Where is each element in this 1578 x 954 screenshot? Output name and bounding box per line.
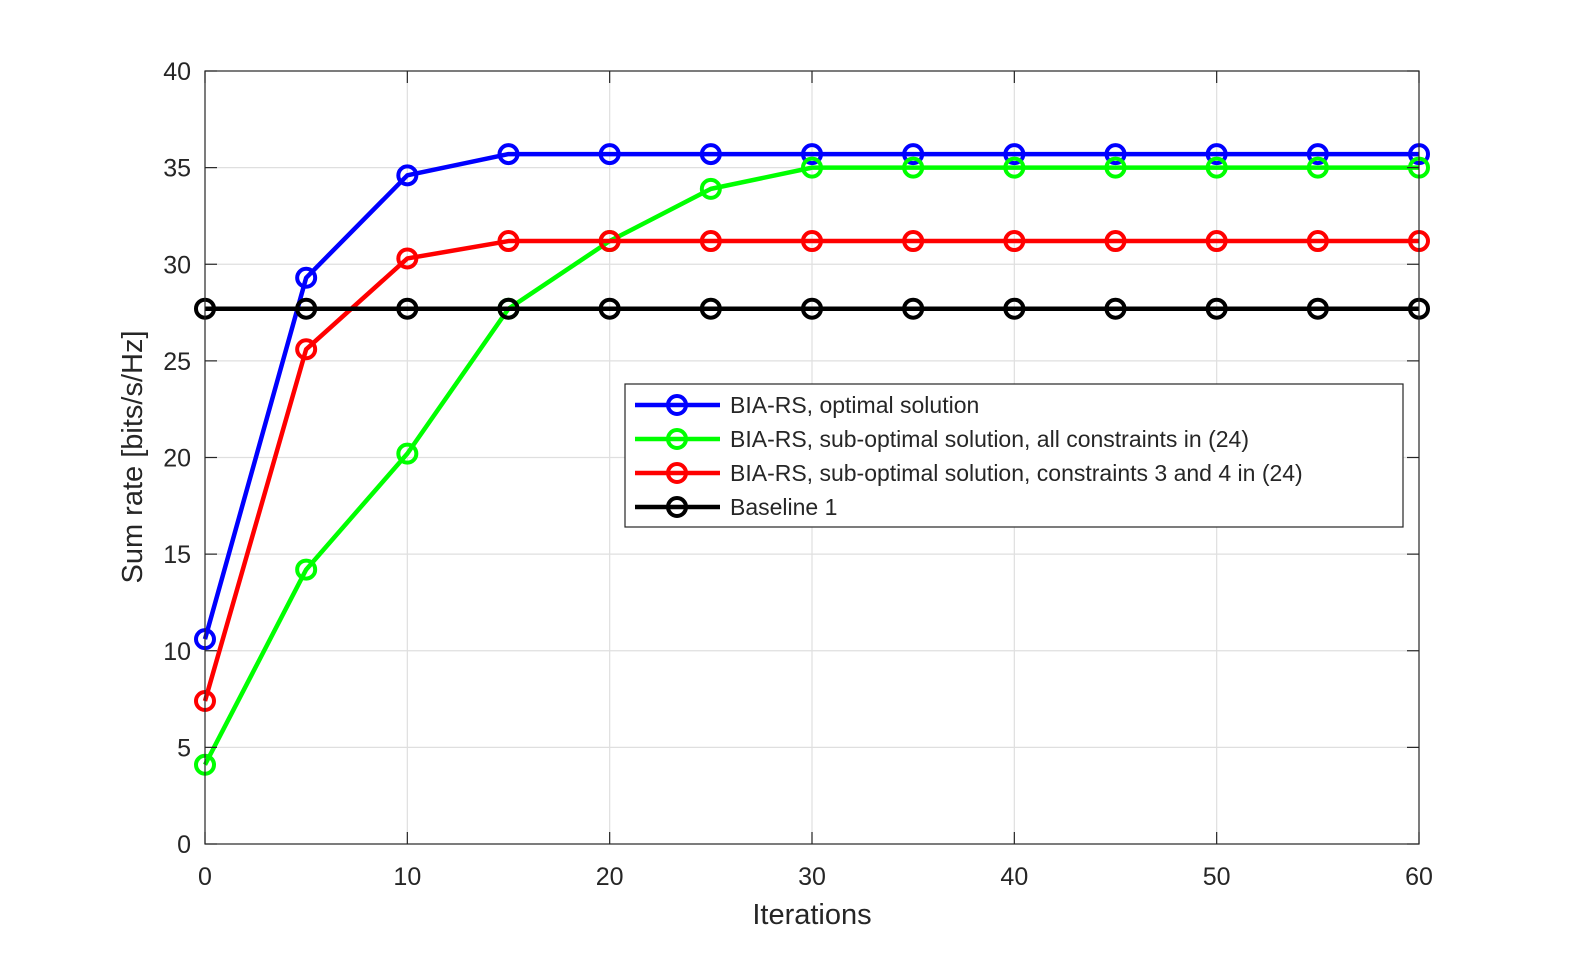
data-point xyxy=(699,297,722,320)
data-point xyxy=(902,143,925,166)
data-point xyxy=(1205,297,1228,320)
data-point xyxy=(295,558,318,581)
data-point xyxy=(801,297,823,320)
y-tick-label: 40 xyxy=(163,58,191,86)
x-tick-label: 60 xyxy=(1405,863,1433,891)
data-point xyxy=(295,338,318,361)
data-point xyxy=(1306,156,1329,179)
data-point xyxy=(396,442,419,465)
data-point xyxy=(396,297,419,320)
data-point xyxy=(396,247,419,270)
data-point xyxy=(902,230,925,253)
data-point xyxy=(1104,156,1127,179)
series-layer xyxy=(194,143,1430,776)
y-tick-label: 35 xyxy=(163,155,191,183)
legend-label: Baseline 1 xyxy=(730,494,837,520)
data-point xyxy=(902,156,925,179)
y-tick-label: 15 xyxy=(163,541,191,569)
legend-box xyxy=(624,383,1404,528)
x-tick-label: 20 xyxy=(596,863,624,891)
series-line xyxy=(202,151,1419,640)
ticks: 0 10 20 30 40 50 60 0 5 10 15 20 25 30 35 40 xyxy=(163,58,1433,891)
series-3 xyxy=(194,297,1430,320)
legend-marker xyxy=(666,394,688,416)
series-line xyxy=(203,165,1419,766)
data-point xyxy=(801,230,823,253)
y-tick-label: 25 xyxy=(163,348,191,376)
x-tick-label: 10 xyxy=(393,863,421,891)
legend-marker xyxy=(666,462,688,484)
data-point xyxy=(902,297,925,320)
x-tick-label: 30 xyxy=(798,863,826,891)
data-point xyxy=(1205,230,1228,253)
data-point xyxy=(801,143,823,166)
y-tick-label: 5 xyxy=(177,734,191,762)
y-tick-label: 20 xyxy=(163,445,191,473)
data-point xyxy=(295,266,318,289)
y-axis-label: Sum rate [bits/s/Hz] xyxy=(117,330,149,583)
legend: BIA-RS, optimal solution BIA-RS, sub-opti… xyxy=(624,383,1404,528)
series-line xyxy=(202,238,1419,702)
series-2 xyxy=(194,230,1430,712)
data-point xyxy=(1306,143,1329,166)
data-point xyxy=(1104,143,1127,166)
y-tick-label: 10 xyxy=(163,638,191,666)
data-point xyxy=(1205,156,1228,179)
legend-entry: BIA-RS, optimal solution xyxy=(635,392,979,418)
legend-label: BIA-RS, sub-optimal solution, constraint… xyxy=(730,460,1303,486)
data-point xyxy=(1003,156,1026,179)
data-point xyxy=(497,297,520,320)
data-point xyxy=(1306,297,1329,320)
data-point xyxy=(497,230,520,253)
x-tick-label: 0 xyxy=(198,863,212,891)
data-point xyxy=(801,156,823,179)
data-point xyxy=(699,143,722,166)
data-point xyxy=(1003,297,1026,320)
legend-entry: BIA-RS, sub-optimal solution, constraint… xyxy=(635,460,1303,486)
data-point xyxy=(497,143,520,166)
data-point xyxy=(1205,143,1228,166)
y-tick-label: 30 xyxy=(163,251,191,279)
data-point xyxy=(598,297,621,320)
data-point xyxy=(598,143,621,166)
data-point xyxy=(396,164,419,187)
x-tick-label: 40 xyxy=(1000,863,1028,891)
legend-label: BIA-RS, optimal solution xyxy=(730,392,979,418)
series-0 xyxy=(194,143,1430,651)
x-axis-label: Iterations xyxy=(752,899,871,931)
legend-marker xyxy=(666,496,688,518)
data-point xyxy=(699,177,722,200)
legend-marker xyxy=(666,428,688,450)
legend-entry: BIA-RS, sub-optimal solution, all constr… xyxy=(635,426,1249,452)
legend-entries: BIA-RS, optimal solution BIA-RS, sub-opti… xyxy=(635,392,1303,520)
data-point xyxy=(699,230,722,253)
data-point xyxy=(1104,230,1127,253)
data-point xyxy=(1003,143,1026,166)
data-point xyxy=(598,230,621,253)
x-tick-label: 50 xyxy=(1203,863,1231,891)
data-point xyxy=(1003,230,1026,253)
data-point xyxy=(1104,297,1127,320)
legend-label: BIA-RS, sub-optimal solution, all constr… xyxy=(730,426,1249,452)
data-point xyxy=(1306,230,1329,253)
legend-entry: Baseline 1 xyxy=(635,494,837,520)
y-tick-label: 0 xyxy=(177,831,191,859)
data-point xyxy=(295,297,318,320)
